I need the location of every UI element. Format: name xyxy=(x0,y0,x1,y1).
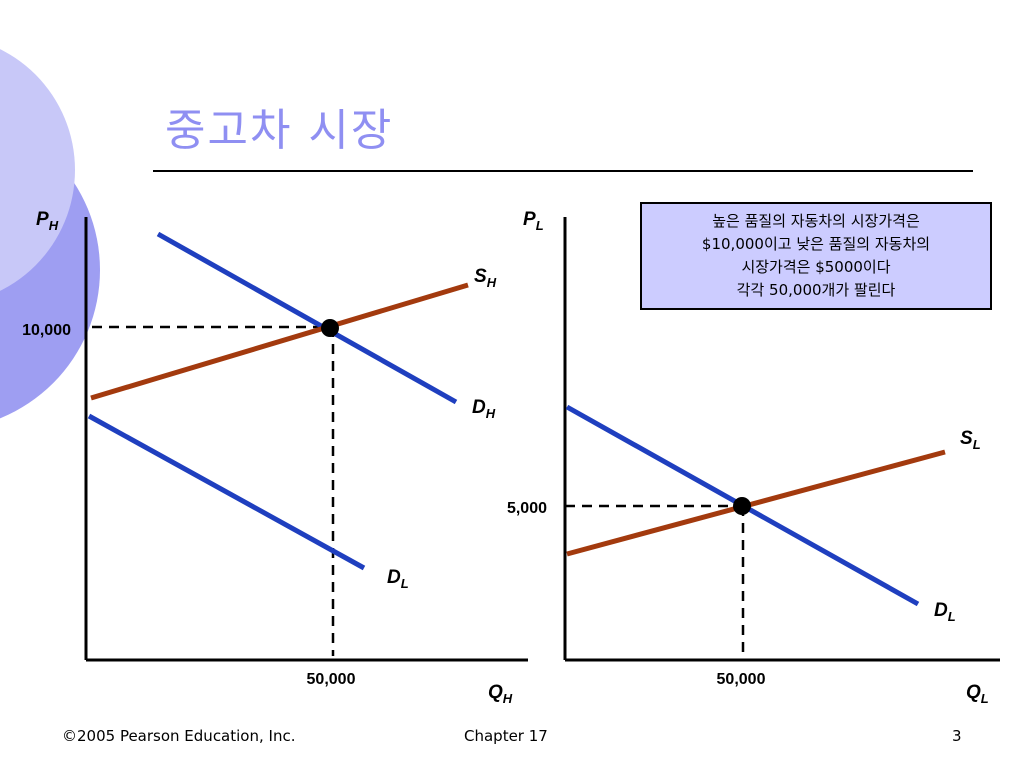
demand-line-low-in-high-panel xyxy=(87,413,366,571)
callout-text: 높은 품질의 자동차의 시장가격은 $10,000이고 낮은 품질의 자동차의 … xyxy=(702,210,930,302)
callout-line: 시장가격은 $5000이다 xyxy=(741,258,891,276)
title-divider xyxy=(153,170,973,172)
series-label-demand-high: DH xyxy=(472,397,496,421)
series-label-supply-high: SH xyxy=(474,266,497,290)
y-tick-label-high: 10,000 xyxy=(22,322,71,339)
y-tick-label-low: 5,000 xyxy=(507,500,547,517)
equilibrium-point-low xyxy=(733,497,751,515)
supply-line-high xyxy=(90,282,469,401)
callout-line: 각각 50,000개가 팔린다 xyxy=(736,281,896,299)
y-axis-label-high: PH xyxy=(36,209,59,233)
footer-page-number: 3 xyxy=(952,727,962,745)
footer-chapter: Chapter 17 xyxy=(464,727,548,745)
callout-line: $10,000이고 낮은 품질의 자동차의 xyxy=(701,235,931,253)
deco-circle-light xyxy=(0,49,75,291)
panel-high-quality: PH QH 10,000 50,000 SH DH DL xyxy=(22,209,528,706)
x-tick-label-low: 50,000 xyxy=(717,671,766,688)
slide-title: 중고차 시장 xyxy=(165,105,394,156)
x-axis-label-low: QL xyxy=(966,682,989,706)
callout-line: 높은 품질의 자동차의 시장가격은 xyxy=(712,212,920,230)
demand-line-high xyxy=(156,231,458,405)
series-label-demand-low-high-panel: DL xyxy=(387,567,409,591)
footer-copyright: ©2005 Pearson Education, Inc. xyxy=(62,727,296,745)
x-tick-label-high: 50,000 xyxy=(307,671,356,688)
supply-line-low xyxy=(566,449,946,557)
y-axis-label-low: PL xyxy=(523,209,544,233)
series-label-supply-low: SL xyxy=(960,428,981,452)
series-label-demand-low: DL xyxy=(934,600,956,624)
callout-box: 높은 품질의 자동차의 시장가격은 $10,000이고 낮은 품질의 자동차의 … xyxy=(640,202,992,310)
equilibrium-point-high xyxy=(321,319,339,337)
panel-low-quality: PL QL 5,000 50,000 SL DL xyxy=(507,209,1000,706)
x-axis-label-high: QH xyxy=(488,682,513,706)
